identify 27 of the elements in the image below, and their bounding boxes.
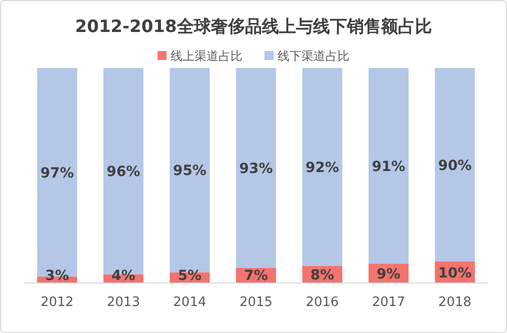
data-label: 96% xyxy=(106,164,140,180)
legend-label: 线上渠道占比 xyxy=(170,49,242,63)
chart-title: 2012-2018全球奢侈品线上与线下销售额占比 xyxy=(75,17,432,37)
data-label: 93% xyxy=(239,160,273,177)
data-label: 90% xyxy=(438,158,472,174)
data-label: 91% xyxy=(372,158,406,175)
x-tick-label: 2018 xyxy=(438,295,472,310)
data-label: 92% xyxy=(306,160,340,176)
x-tick-label: 2014 xyxy=(173,295,206,310)
x-tick-label: 2013 xyxy=(106,295,140,310)
data-label: 95% xyxy=(172,163,206,180)
bar xyxy=(434,68,475,262)
data-label: 5% xyxy=(178,268,202,284)
x-tick-label: 2016 xyxy=(306,295,339,310)
legend-label: 线下渠道占比 xyxy=(278,49,350,63)
x-tick-label: 2017 xyxy=(372,295,406,310)
x-tick-label: 2015 xyxy=(239,295,273,310)
bar xyxy=(368,68,409,264)
data-label: 7% xyxy=(244,268,268,284)
data-label: 97% xyxy=(40,165,74,182)
data-label: 3% xyxy=(45,268,70,284)
data-label: 10% xyxy=(438,265,472,282)
x-tick-label: 2012 xyxy=(40,295,74,310)
bar xyxy=(302,68,342,266)
data-label: 9% xyxy=(376,266,400,282)
bar xyxy=(236,68,276,268)
data-label: 8% xyxy=(310,267,334,284)
